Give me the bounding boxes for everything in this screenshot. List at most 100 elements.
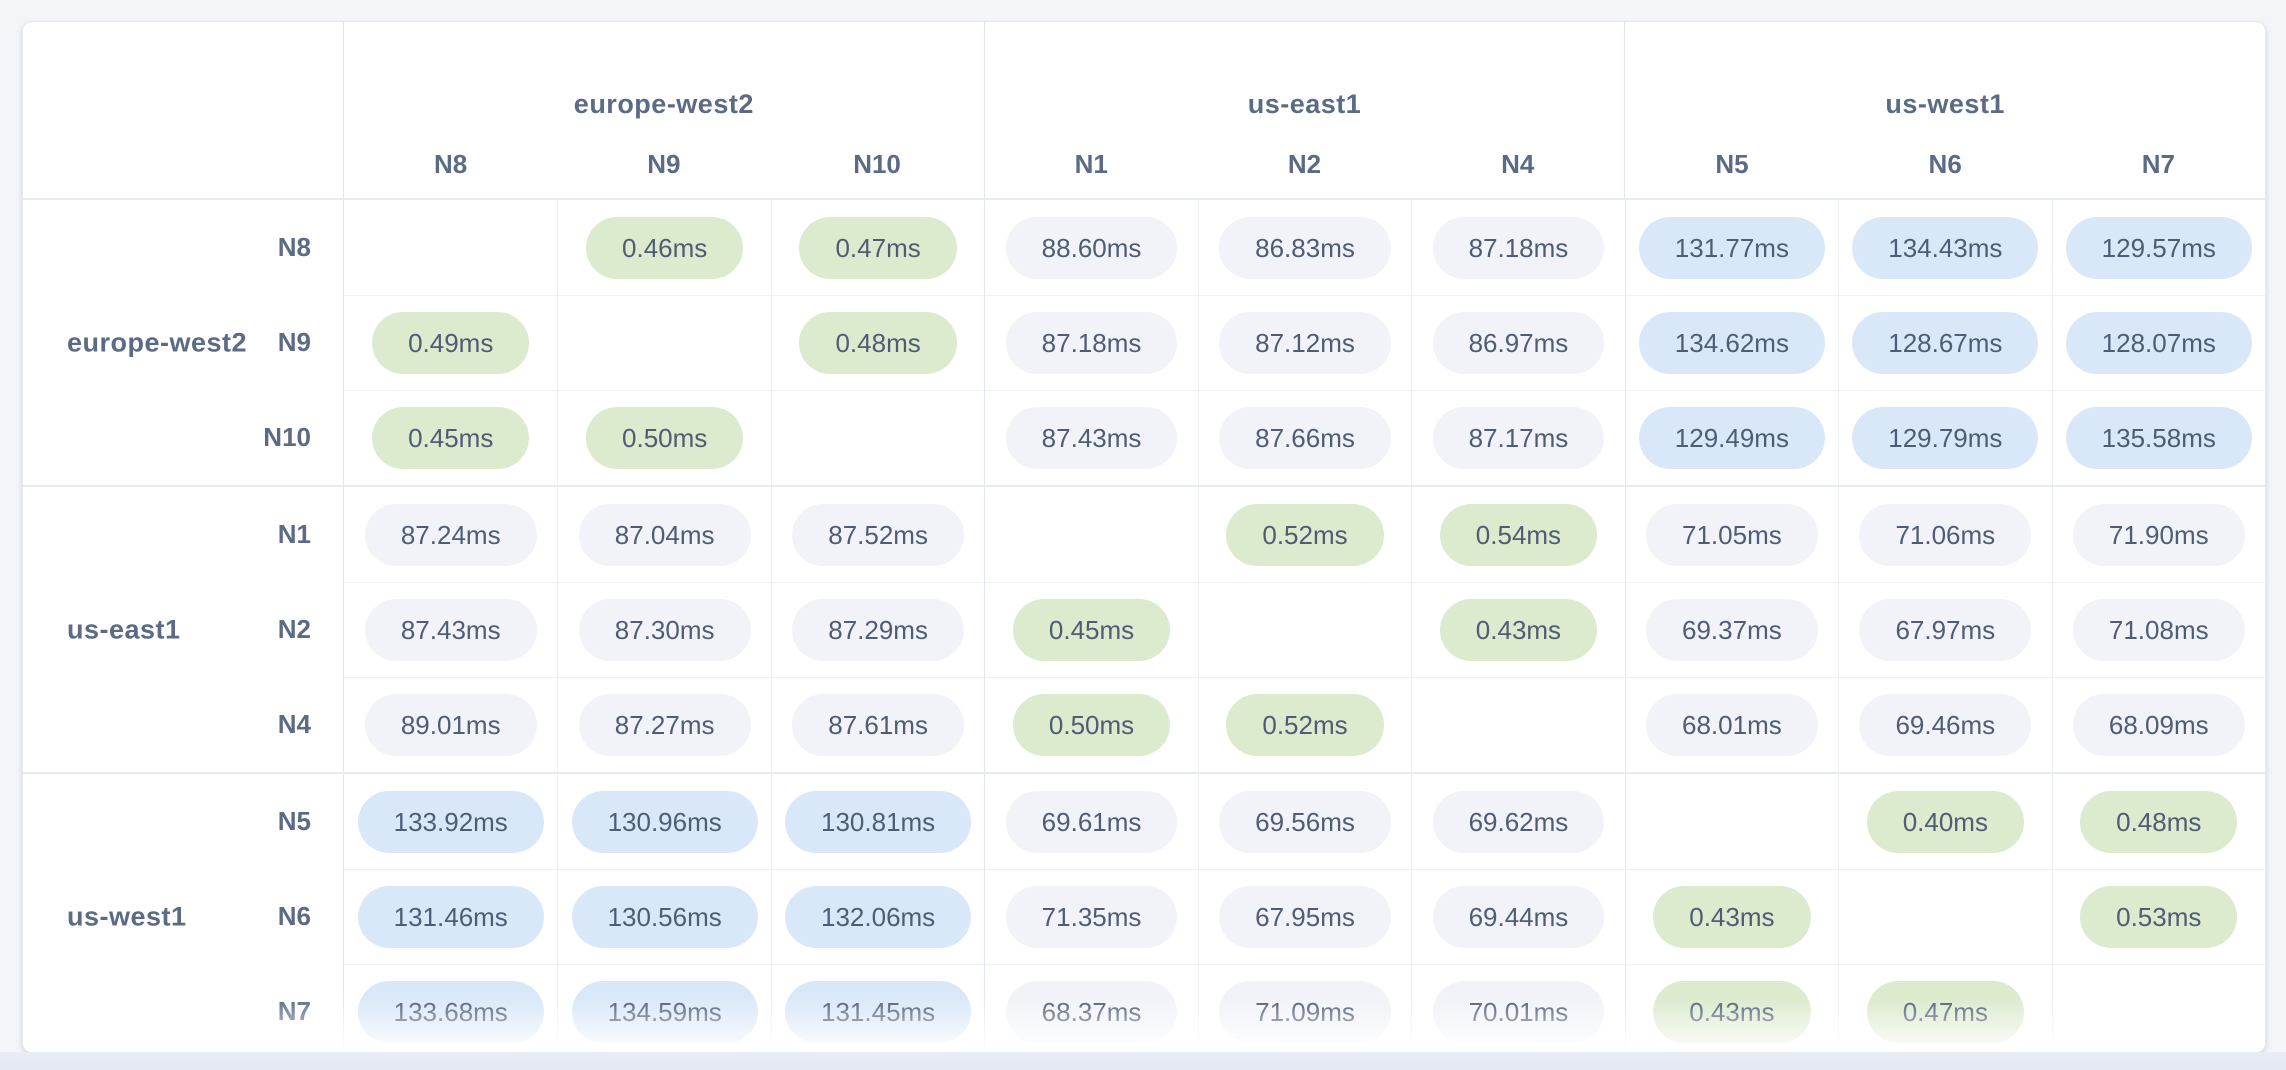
- latency-value: 130.96ms: [571, 790, 758, 853]
- matrix-cell: 71.09ms: [1197, 964, 1412, 1052]
- latency-value: 0.45ms: [372, 407, 530, 469]
- latency-value: 68.09ms: [2072, 694, 2245, 756]
- latency-value: 68.37ms: [1005, 981, 1178, 1043]
- matrix-cell: 0.47ms: [770, 200, 984, 295]
- matrix-cell: 86.97ms: [1411, 295, 1625, 390]
- matrix-cell: 128.07ms: [2051, 295, 2265, 390]
- column-node-labels: N8 N9 N10: [344, 136, 984, 192]
- matrix-cell: 68.01ms: [1624, 677, 1839, 772]
- matrix-cell: 0.46ms: [557, 200, 770, 295]
- row-group-labels: us-east1 N1 N2 N4: [23, 487, 344, 772]
- matrix-cell: 0.50ms: [557, 390, 771, 485]
- matrix-cell: 0.52ms: [1197, 677, 1412, 772]
- matrix-cell: 69.62ms: [1411, 774, 1624, 869]
- matrix-cell: 87.17ms: [1411, 390, 1625, 485]
- latency-value: 0.45ms: [1012, 599, 1171, 661]
- latency-value: 129.79ms: [1852, 407, 2039, 469]
- latency-value: 87.66ms: [1219, 407, 1391, 469]
- latency-value: 0.54ms: [1439, 503, 1598, 566]
- matrix-cell: 0.43ms: [1624, 964, 1839, 1052]
- matrix-cell: 0.53ms: [2051, 869, 2265, 964]
- matrix-cell: [1624, 774, 1838, 869]
- latency-value: 0.50ms: [586, 407, 744, 469]
- column-group-title: us-west1: [1885, 89, 2005, 119]
- matrix-cell: 134.59ms: [557, 964, 771, 1052]
- latency-value: 0.43ms: [1653, 886, 1811, 948]
- row-node-label: N4: [277, 709, 311, 739]
- column-node-label: N7: [2141, 149, 2176, 179]
- matrix-cell: 68.09ms: [2051, 677, 2265, 772]
- latency-value: 130.81ms: [785, 790, 972, 853]
- column-node-label: N9: [647, 149, 681, 179]
- column-group-us-east1: us-east1 N1 N2 N4: [983, 22, 1625, 198]
- matrix-cell: 87.61ms: [770, 677, 985, 772]
- matrix-cell: 69.44ms: [1411, 869, 1625, 964]
- latency-value: 69.62ms: [1432, 790, 1605, 853]
- latency-value: 87.12ms: [1219, 312, 1391, 374]
- matrix-cell: 69.56ms: [1197, 774, 1411, 869]
- row-group-labels: us-west1 N5 N6 N7: [23, 774, 344, 1052]
- column-node-label: N6: [1928, 149, 1962, 179]
- row-group-data-grid: 0.46ms 0.47ms 88.60ms 86.83ms 87.18ms 131.77m…: [344, 200, 2265, 485]
- matrix-cell: [984, 487, 1197, 582]
- matrix-cell: 87.12ms: [1197, 295, 1412, 390]
- latency-value: 134.59ms: [571, 981, 758, 1043]
- latency-value: 0.50ms: [1012, 694, 1171, 756]
- latency-value: 70.01ms: [1432, 981, 1605, 1043]
- matrix-cell: 0.47ms: [1838, 964, 2052, 1052]
- latency-value: 134.43ms: [1852, 216, 2039, 279]
- row-node-label: N7: [277, 996, 311, 1026]
- matrix-cell: 131.46ms: [344, 869, 558, 964]
- latency-value: 87.61ms: [792, 694, 964, 756]
- matrix-cell: 87.30ms: [557, 582, 771, 677]
- matrix-cell: 0.45ms: [984, 582, 1198, 677]
- row-node-label: N2: [277, 614, 311, 644]
- row-group-us-west1: us-west1 N5 N6 N7 133.92ms 130.96ms 130.81ms 69…: [23, 772, 2265, 1052]
- row-node-label: N9: [277, 327, 311, 357]
- latency-value: 71.09ms: [1219, 981, 1391, 1043]
- matrix-cell: [344, 200, 557, 295]
- latency-value: 0.52ms: [1226, 503, 1384, 566]
- latency-value: 69.61ms: [1005, 790, 1178, 853]
- latency-value: 87.18ms: [1005, 312, 1178, 374]
- latency-value: 0.48ms: [2080, 790, 2238, 853]
- row-group-europe-west2: europe-west2 N8 N9 N10 0.46ms 0.47ms 88.60ms 86…: [23, 200, 2265, 485]
- matrix-cell: 67.95ms: [1197, 869, 1412, 964]
- matrix-cell: 69.61ms: [984, 774, 1197, 869]
- matrix-cell: 0.54ms: [1411, 487, 1624, 582]
- matrix-cell: 87.27ms: [557, 677, 771, 772]
- matrix-cell: 71.90ms: [2051, 487, 2265, 582]
- matrix-cell: 130.81ms: [770, 774, 984, 869]
- latency-value: 0.43ms: [1439, 599, 1598, 661]
- latency-value: 87.24ms: [364, 503, 537, 566]
- column-node-label: N1: [1074, 149, 1108, 179]
- latency-value: 87.17ms: [1432, 407, 1605, 469]
- row-group-us-east1: us-east1 N1 N2 N4 87.24ms 87.04ms 87.52ms 0.52m…: [23, 485, 2265, 772]
- row-group-title: us-east1: [67, 614, 181, 644]
- page-bottom-strip: [0, 1052, 2286, 1070]
- latency-value: 131.46ms: [357, 886, 544, 948]
- matrix-cell: 129.79ms: [1838, 390, 2052, 485]
- matrix-cell: [1838, 869, 2052, 964]
- latency-value: 129.57ms: [2065, 216, 2252, 279]
- matrix-cell: 71.35ms: [984, 869, 1198, 964]
- matrix-cell: 129.57ms: [2051, 200, 2265, 295]
- matrix-cell: 71.06ms: [1838, 487, 2051, 582]
- latency-value: 133.92ms: [357, 790, 544, 853]
- row-node-label: N5: [277, 806, 311, 836]
- matrix-cell: 0.43ms: [1411, 582, 1625, 677]
- matrix-cell: 135.58ms: [2051, 390, 2265, 485]
- matrix-cell: 69.37ms: [1624, 582, 1839, 677]
- matrix-cell: 71.05ms: [1624, 487, 1838, 582]
- latency-matrix-card: europe-west2 N8 N9 N10 us-east1 N1 N2 N4 us-west…: [22, 21, 2266, 1053]
- matrix-cell: 0.52ms: [1197, 487, 1411, 582]
- matrix-cell: [1197, 582, 1412, 677]
- row-group-data-grid: 87.24ms 87.04ms 87.52ms 0.52ms 0.54ms 71.05ms…: [344, 487, 2265, 772]
- matrix-cell: 134.62ms: [1624, 295, 1839, 390]
- matrix-cell: 0.48ms: [770, 295, 985, 390]
- latency-value: 131.77ms: [1638, 216, 1825, 279]
- matrix-corner-cell: [23, 22, 344, 198]
- column-group-us-west1: us-west1 N5 N6 N7: [1624, 22, 2265, 198]
- latency-value: 0.43ms: [1653, 981, 1811, 1043]
- column-group-title: europe-west2: [573, 89, 754, 119]
